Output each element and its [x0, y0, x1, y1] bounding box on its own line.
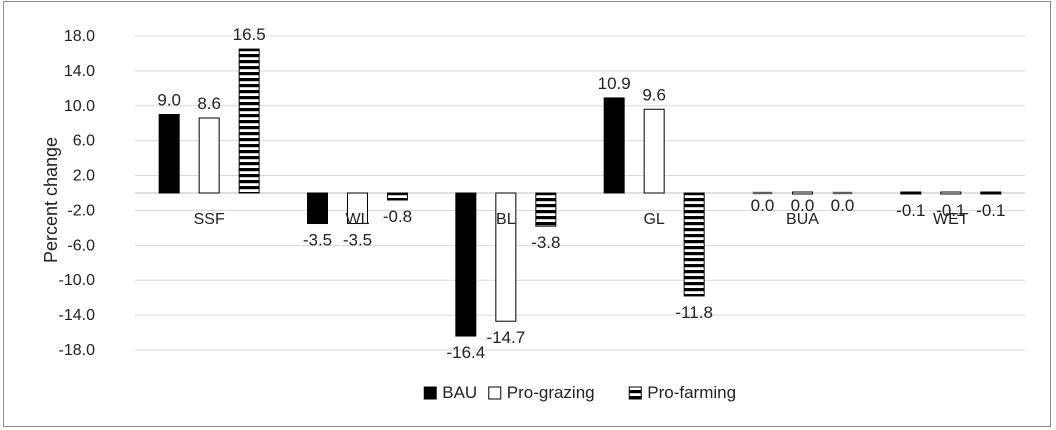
- data-label: -14.7: [486, 328, 525, 347]
- bar-bau-bua: [752, 191, 773, 195]
- legend: BAU Pro-grazing Pro-farming: [423, 383, 736, 402]
- y-tick-label: 14.0: [64, 63, 95, 80]
- bar-bau-ssf: [158, 114, 180, 194]
- bar-pro-farming-wl: [387, 192, 408, 201]
- x-tick-label: SSF: [194, 211, 225, 228]
- bar-pro-farming-ssf: [238, 48, 260, 194]
- data-label: -0.1: [896, 201, 925, 220]
- bar-pro-farming-bl: [535, 192, 557, 227]
- bar-pro-farming-wet: [980, 191, 1002, 195]
- y-tick-label: 10.0: [64, 98, 95, 115]
- chart-frame: [3, 1, 1051, 427]
- bar-pro-grazing-ssf: [198, 117, 220, 194]
- y-tick-label: 2.0: [73, 168, 95, 185]
- y-tick-label: -2.0: [67, 202, 95, 219]
- x-tick-label: BL: [496, 211, 516, 228]
- bar-bau-bl: [455, 192, 477, 337]
- bar-pro-grazing-bua: [792, 191, 813, 195]
- bar-pro-grazing-gl: [643, 108, 665, 194]
- data-label: 0.0: [751, 196, 775, 215]
- data-label: -16.4: [446, 343, 485, 362]
- data-label: 0.0: [831, 196, 855, 215]
- legend-swatch-bau: [423, 386, 437, 400]
- data-label: -3.5: [303, 231, 332, 250]
- category-labels: SSF WL BL GL BUA WET: [194, 211, 969, 228]
- data-label: -3.5: [343, 231, 372, 250]
- legend-label: BAU: [442, 383, 477, 402]
- y-tick-label: -6.0: [67, 237, 95, 254]
- y-axis-ticks: 18.0 14.0 10.0 6.0 2.0 -2.0 -6.0 -10.0 -14.0 -18.…: [59, 28, 96, 359]
- data-labels: 9.0 8.6 16.5 -3.5 -3.5 -0.8 -16.4-14.7 -3.8 10.9…: [157, 25, 1005, 362]
- bar-pro-farming-gl: [683, 192, 705, 297]
- y-tick-label: -18.0: [59, 342, 96, 359]
- y-tick-label: 18.0: [64, 28, 95, 45]
- x-tick-label: GL: [643, 211, 664, 228]
- data-label: -0.8: [383, 207, 412, 226]
- data-label: 8.6: [197, 94, 221, 113]
- legend-label: Pro-grazing: [507, 383, 595, 402]
- data-label: 0.0: [791, 196, 815, 215]
- x-tick-label: WL: [346, 211, 370, 228]
- bar-bau-wl: [307, 192, 328, 225]
- x-tick-label: WET: [933, 211, 969, 228]
- x-tick-label: BUA: [786, 211, 819, 228]
- bar-pro-farming-bua: [832, 191, 853, 195]
- y-tick-label: -10.0: [59, 272, 96, 289]
- bar-bau-wet: [900, 191, 922, 195]
- data-label: 9.0: [157, 91, 181, 110]
- data-label: -3.8: [531, 233, 560, 252]
- bar-pro-grazing-bl: [495, 192, 517, 322]
- data-label: -0.1: [936, 201, 965, 220]
- legend-swatch-pro-farming: [628, 386, 642, 400]
- bar-pro-grazing-wet: [940, 191, 962, 195]
- bar-pro-grazing-wl: [347, 192, 368, 225]
- legend-label: Pro-farming: [647, 383, 736, 402]
- bar-bau-gl: [603, 97, 625, 194]
- data-label: 9.6: [642, 85, 666, 104]
- y-tick-label: -14.0: [59, 307, 96, 324]
- bars: [158, 48, 1002, 337]
- data-label: 16.5: [233, 25, 266, 44]
- y-axis-label: Percent change: [41, 137, 61, 263]
- data-label: -11.8: [675, 303, 713, 322]
- data-label: -0.1: [976, 201, 1005, 220]
- legend-swatch-pro-grazing: [488, 386, 502, 400]
- y-tick-label: 6.0: [73, 133, 95, 150]
- data-label: 10.9: [598, 74, 631, 93]
- gridlines: [135, 35, 1025, 351]
